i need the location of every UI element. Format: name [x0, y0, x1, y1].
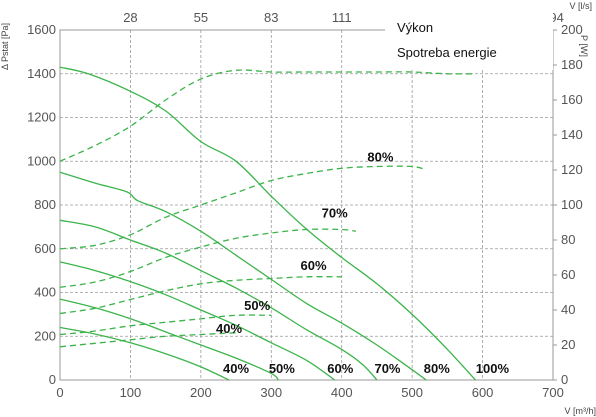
y-tick-label: 400: [34, 285, 56, 300]
speed-label-power-60pct: 60%: [301, 258, 327, 273]
speed-label-bottom-100pct: 100%: [476, 361, 510, 376]
power-curve-50pct: [59, 314, 272, 336]
x-tick-label: 200: [190, 385, 212, 400]
speed-label-power-70pct: 70%: [322, 205, 348, 220]
y2-tick-label: 100: [561, 197, 583, 212]
x-tick-label: 400: [331, 385, 353, 400]
top-x-tick-label: 83: [264, 10, 278, 25]
y2-tick-label: 140: [561, 127, 583, 142]
pressure-curve-50pct: [59, 298, 279, 381]
y-tick-label: 1200: [27, 110, 56, 125]
axes: [59, 29, 557, 381]
top-x-tick-label: 28: [123, 10, 137, 25]
y-tick-label: 1000: [27, 153, 56, 168]
grid: [59, 29, 554, 381]
curve-labels: 80%70%60%50%40%40% 50% 60% 70% 80% 100%: [216, 149, 509, 376]
speed-label-power-40pct: 40%: [216, 321, 242, 336]
speed-label-bottom-40pct: 40%: [223, 361, 249, 376]
y-tick-label: 0: [49, 372, 56, 387]
speed-label-power-50pct: 50%: [244, 298, 270, 313]
x-tick-label: 600: [472, 385, 494, 400]
speed-label-bottom-60pct: 60%: [327, 361, 353, 376]
power-curve-100pct: [59, 69, 476, 162]
pressure-curve-100pct: [59, 66, 476, 381]
y2-tick-label: 60: [561, 267, 575, 282]
y-tick-label: 800: [34, 197, 56, 212]
x-tick-label: 500: [401, 385, 423, 400]
y2-tick-label: 80: [561, 232, 575, 247]
y-tick-label: 200: [34, 328, 56, 343]
pressure-curve-60pct: [59, 261, 336, 381]
speed-label-bottom-80pct: 80%: [424, 361, 450, 376]
speed-label-bottom-70pct: 70%: [374, 361, 400, 376]
x-tick-label: 0: [56, 385, 63, 400]
pressure-curve-70pct: [59, 219, 378, 381]
y-tick-label: 1600: [27, 22, 56, 37]
legend-item-power-output: Výkon: [397, 20, 433, 35]
y2-tick-label: 200: [561, 22, 583, 37]
y-tick-label: 1400: [27, 66, 56, 81]
y2-tick-label: 160: [561, 92, 583, 107]
series-lines: [59, 66, 476, 381]
x-tick-label: 700: [542, 385, 564, 400]
legend-box: [385, 10, 553, 70]
power-curve-40pct: [59, 332, 237, 348]
x-tick-label: 100: [120, 385, 142, 400]
speed-label-bottom-50pct: 50%: [269, 361, 295, 376]
y2-tick-label: 120: [561, 162, 583, 177]
pressure-curve-40pct: [59, 326, 230, 381]
legend-item-energy-consumption: Spotreba energie: [397, 45, 497, 60]
power-curve-80pct: [59, 165, 427, 250]
top-x-axis-label: V [l/s]: [569, 1, 592, 11]
y2-tick-label: 40: [561, 302, 575, 317]
top-x-tick-label: 111: [332, 10, 352, 25]
pressure-curve-80pct: [59, 171, 427, 381]
y2-tick-label: 20: [561, 337, 575, 352]
speed-label-power-80pct: 80%: [367, 149, 393, 164]
y-tick-label: 600: [34, 241, 56, 256]
y2-axis-label: P [W]: [579, 35, 589, 57]
y2-tick-label: 180: [561, 57, 583, 72]
top-x-tick-label: 55: [194, 10, 208, 25]
power-curve-70pct: [59, 228, 356, 288]
x-axis-label: V [m³/h]: [564, 406, 596, 416]
x-tick-label: 300: [260, 385, 282, 400]
power-curve-60pct: [59, 276, 342, 315]
legend: Výkon Spotreba energie: [385, 10, 553, 70]
y2-tick-label: 0: [561, 372, 568, 387]
y-axis-label: Δ Pstat [Pa]: [0, 23, 10, 70]
